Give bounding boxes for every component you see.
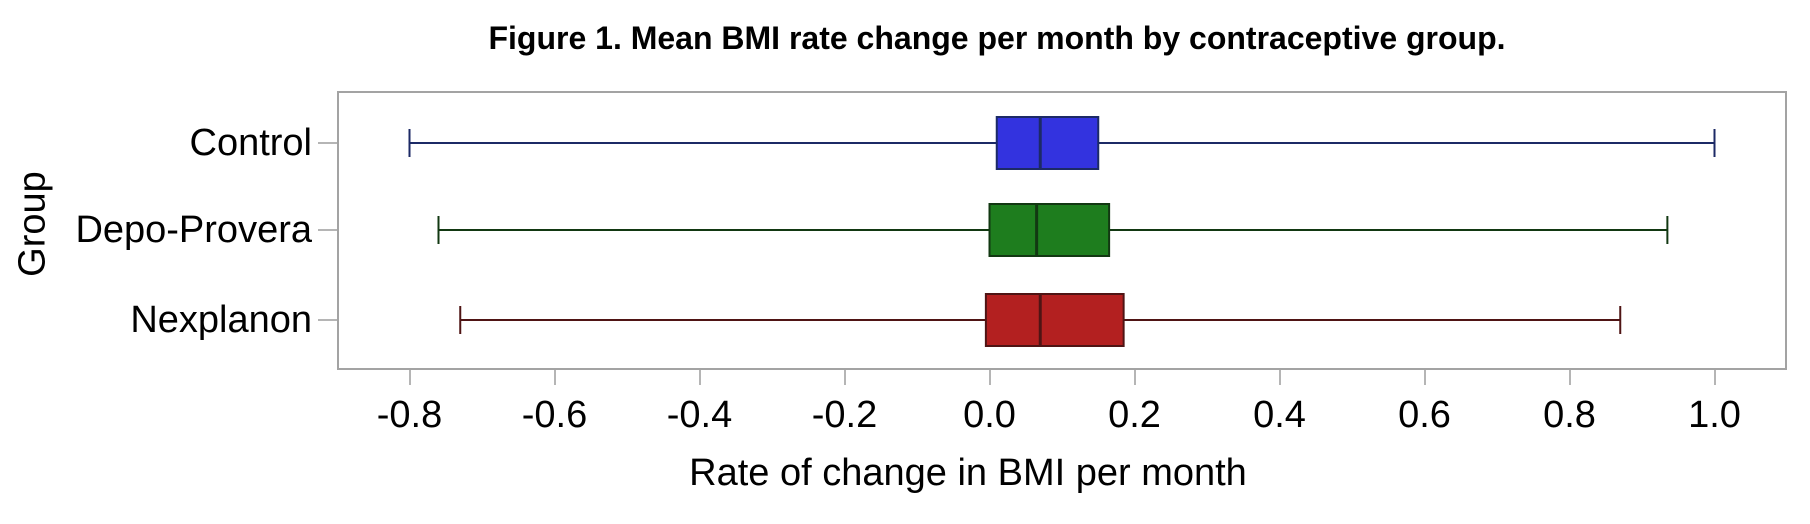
box-depo-provera bbox=[988, 203, 1111, 257]
plot-area bbox=[337, 91, 1787, 370]
x-tick-label: 0.4 bbox=[1253, 394, 1306, 436]
x-tick bbox=[1568, 370, 1571, 385]
x-tick bbox=[1713, 370, 1716, 385]
x-tick-label: 0.6 bbox=[1398, 394, 1451, 436]
x-tick-label: 1.0 bbox=[1688, 394, 1741, 436]
x-tick-label: 0.0 bbox=[963, 394, 1016, 436]
chart-title: Figure 1. Mean BMI rate change per month… bbox=[488, 20, 1506, 56]
x-tick-label: 0.2 bbox=[1108, 394, 1161, 436]
x-tick bbox=[843, 370, 846, 385]
category-label-depo-provera: Depo-Provera bbox=[75, 209, 312, 251]
x-tick-label: 0.8 bbox=[1543, 394, 1596, 436]
y-tick bbox=[318, 142, 337, 144]
x-tick-label: -0.2 bbox=[811, 394, 878, 436]
x-tick-label: -0.6 bbox=[521, 394, 588, 436]
x-tick bbox=[408, 370, 411, 385]
box-control bbox=[995, 116, 1100, 170]
x-tick bbox=[1423, 370, 1426, 385]
category-label-nexplanon: Nexplanon bbox=[130, 299, 312, 341]
category-label-control: Control bbox=[189, 122, 313, 164]
y-tick bbox=[318, 319, 337, 321]
x-tick bbox=[1133, 370, 1136, 385]
x-tick bbox=[698, 370, 701, 385]
x-tick-label: -0.4 bbox=[666, 394, 733, 436]
x-axis-title: Rate of change in BMI per month bbox=[689, 452, 1247, 494]
y-tick bbox=[318, 229, 337, 231]
x-tick bbox=[1278, 370, 1281, 385]
x-tick bbox=[553, 370, 556, 385]
x-tick-label: -0.8 bbox=[376, 394, 443, 436]
box-nexplanon bbox=[984, 293, 1125, 347]
x-tick bbox=[988, 370, 991, 385]
boxplot-svg bbox=[408, 116, 1716, 347]
